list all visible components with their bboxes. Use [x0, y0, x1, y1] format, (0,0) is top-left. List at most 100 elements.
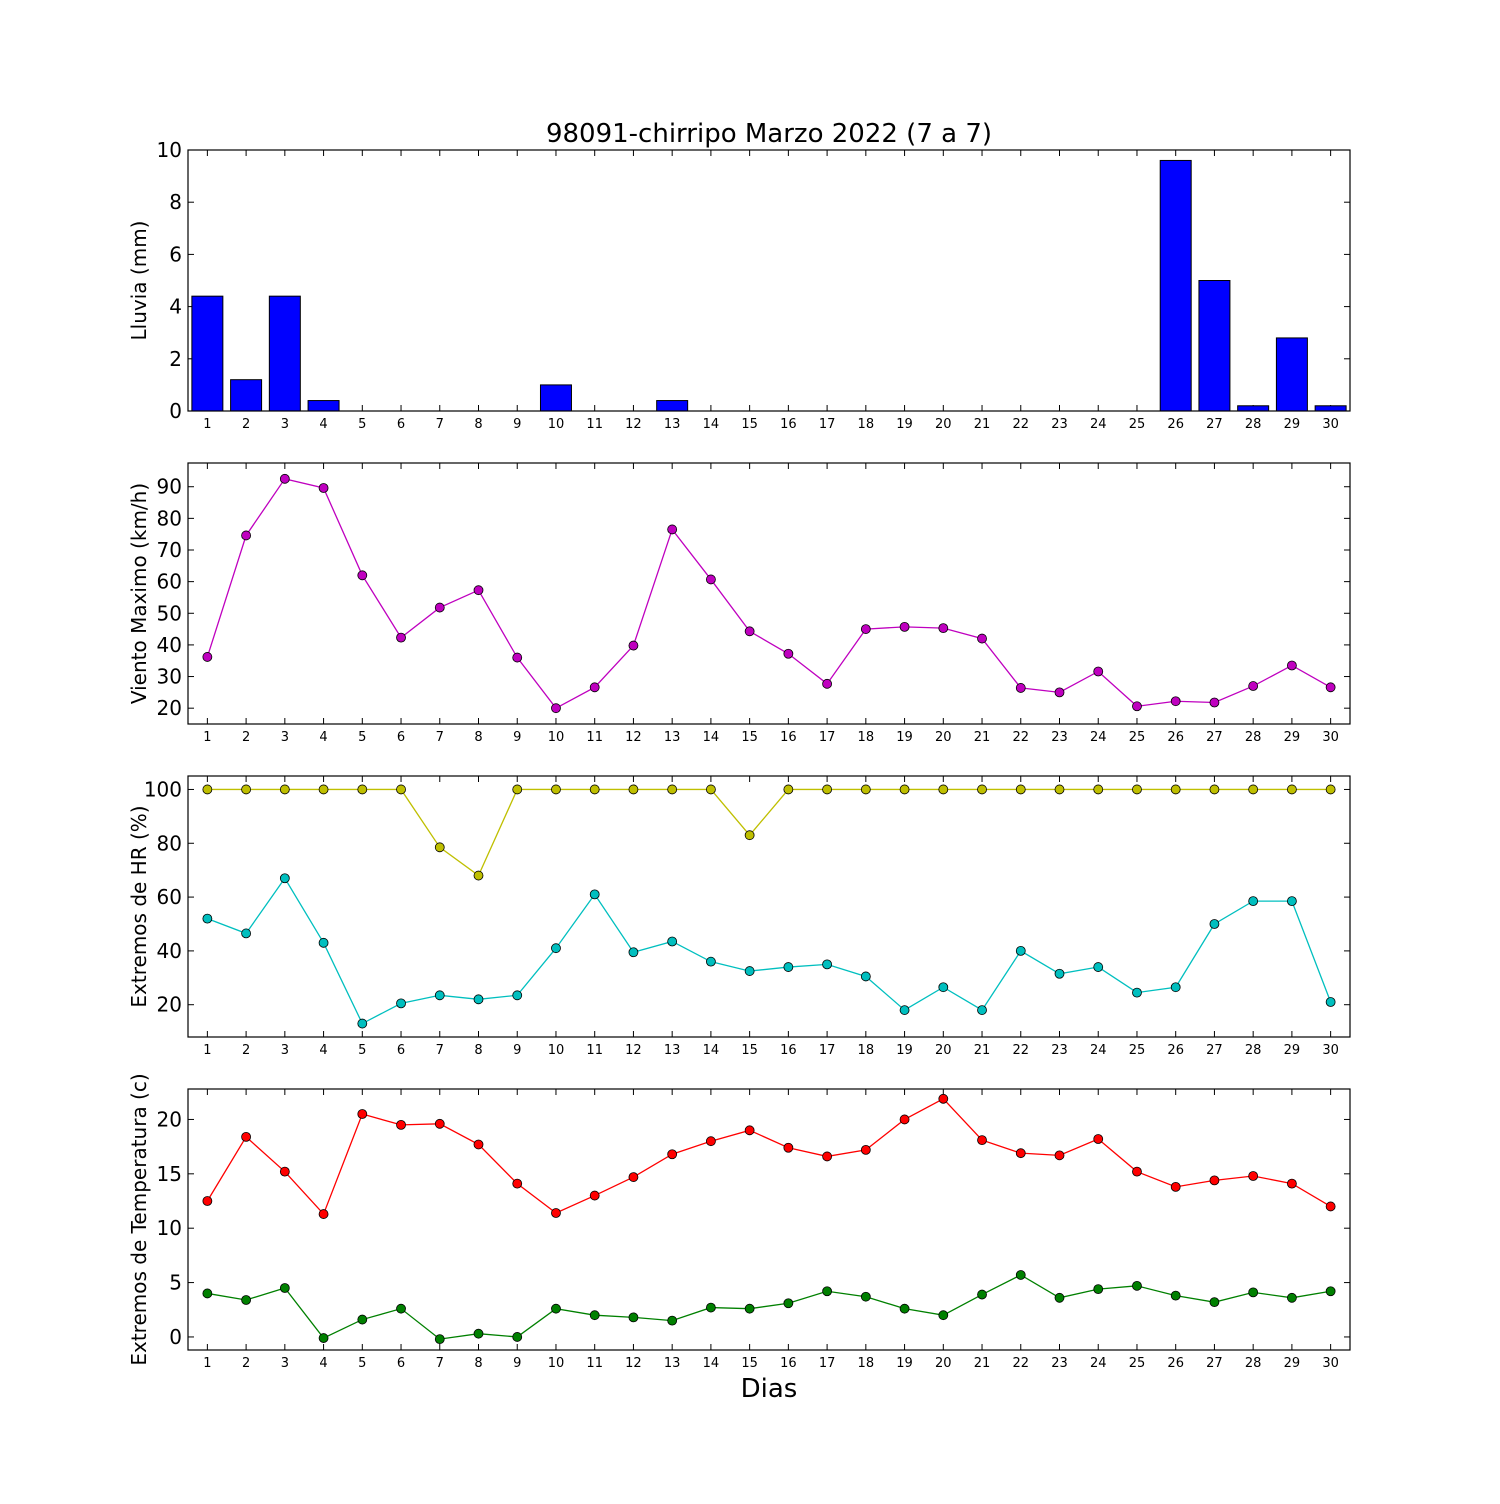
- x-tick-label: 30: [1322, 1356, 1339, 1371]
- series-line: [207, 1274, 1331, 1340]
- data-point: [434, 842, 445, 853]
- x-tick-label: 17: [819, 417, 836, 432]
- x-tick-label: 9: [513, 1043, 521, 1058]
- y-tick-label: 40: [157, 633, 182, 657]
- y-tick-label: 6: [169, 242, 182, 266]
- series-line: [206, 1097, 1331, 1216]
- data-point: [279, 784, 290, 795]
- data-point: [1015, 784, 1026, 795]
- data-point: [202, 1196, 213, 1206]
- data-point: [1248, 896, 1259, 907]
- x-tick-label: 13: [664, 1043, 681, 1058]
- x-tick-label: 28: [1245, 417, 1262, 432]
- data-point: [396, 632, 406, 643]
- bar: [656, 400, 689, 412]
- x-tick-label: 2: [242, 730, 250, 745]
- data-point: [202, 652, 213, 662]
- data-point: [706, 1302, 716, 1313]
- bar: [1198, 280, 1231, 412]
- data-point: [860, 784, 871, 795]
- data-point: [589, 1310, 600, 1321]
- y-tick-label: 90: [157, 475, 182, 499]
- data-point: [628, 784, 639, 795]
- x-tick-label: 16: [780, 1043, 797, 1058]
- y-tick-label: 100: [144, 777, 182, 801]
- plot-frame: [187, 149, 1351, 412]
- data-point: [977, 1135, 987, 1146]
- x-tick-label: 30: [1322, 417, 1339, 432]
- data-point: [1248, 1287, 1259, 1298]
- x-tick-label: 18: [858, 1043, 875, 1058]
- y-tick-label: 20: [157, 696, 182, 720]
- x-tick-label: 11: [586, 1043, 603, 1058]
- data-point: [860, 1291, 871, 1302]
- data-point: [357, 784, 368, 795]
- bar: [1159, 159, 1192, 412]
- x-tick-label: 17: [819, 1043, 836, 1058]
- x-tick-label: 27: [1206, 730, 1223, 745]
- data-point: [318, 937, 329, 948]
- data-point: [744, 626, 755, 637]
- data-point: [1093, 784, 1104, 795]
- data-point: [512, 1178, 523, 1189]
- data-point: [318, 784, 329, 795]
- y-axis-label: Extremos de Temperatura (c): [127, 1073, 151, 1365]
- x-tick-label: 1: [203, 417, 211, 432]
- x-tick-label: 21: [974, 730, 991, 745]
- x-tick-label: 16: [780, 730, 797, 745]
- data-point: [551, 784, 561, 795]
- data-point: [628, 1172, 639, 1182]
- data-point: [1054, 687, 1065, 698]
- data-point: [977, 1289, 987, 1300]
- data-point: [396, 1119, 406, 1130]
- x-tick-label: 20: [935, 1043, 952, 1058]
- y-axis-label: Extremos de HR (%): [127, 805, 151, 1007]
- x-tick-label: 7: [436, 1043, 444, 1058]
- y-tick-label: 2: [169, 347, 182, 371]
- data-point: [318, 1209, 329, 1219]
- data-point: [202, 913, 213, 924]
- data-point: [667, 936, 678, 947]
- x-tick-label: 1: [203, 1043, 211, 1058]
- data-point: [744, 1303, 755, 1314]
- x-tick-label: 4: [319, 1356, 327, 1371]
- data-point: [1325, 997, 1336, 1007]
- x-tick-label: 23: [1051, 730, 1068, 745]
- x-tick-label: 14: [703, 1043, 720, 1058]
- data-point: [783, 648, 794, 659]
- data-point: [1015, 1148, 1026, 1159]
- data-point: [241, 1295, 252, 1305]
- y-tick-label: 20: [157, 993, 182, 1017]
- x-tick-label: 2: [242, 1356, 250, 1371]
- x-tick-label: 29: [1284, 1043, 1301, 1058]
- data-point: [860, 971, 871, 982]
- data-point: [628, 640, 639, 651]
- data-point: [1170, 982, 1181, 993]
- data-point: [473, 1328, 484, 1339]
- x-tick-label: 24: [1090, 1356, 1107, 1371]
- data-point: [938, 784, 949, 795]
- data-point: [1132, 1280, 1142, 1291]
- y-tick-label: 40: [157, 939, 182, 963]
- x-tick-label: 5: [358, 730, 366, 745]
- data-point: [473, 994, 484, 1005]
- x-tick-label: 6: [397, 417, 405, 432]
- data-point: [667, 1315, 678, 1326]
- data-point: [744, 830, 755, 841]
- x-tick-label: 30: [1322, 1043, 1339, 1058]
- y-axis-label: Viento Maximo (km/h): [127, 483, 151, 704]
- data-point: [1093, 666, 1104, 677]
- data-point: [318, 483, 329, 493]
- data-point: [783, 1142, 794, 1153]
- y-tick-label: 4: [169, 295, 182, 319]
- data-point: [667, 784, 678, 795]
- x-tick-label: 6: [397, 730, 405, 745]
- data-point: [938, 623, 949, 634]
- x-tick-label: 1: [203, 1356, 211, 1371]
- data-point: [1325, 1286, 1336, 1297]
- x-tick-label: 16: [780, 417, 797, 432]
- data-point: [667, 524, 678, 535]
- y-tick-label: 0: [169, 1325, 182, 1349]
